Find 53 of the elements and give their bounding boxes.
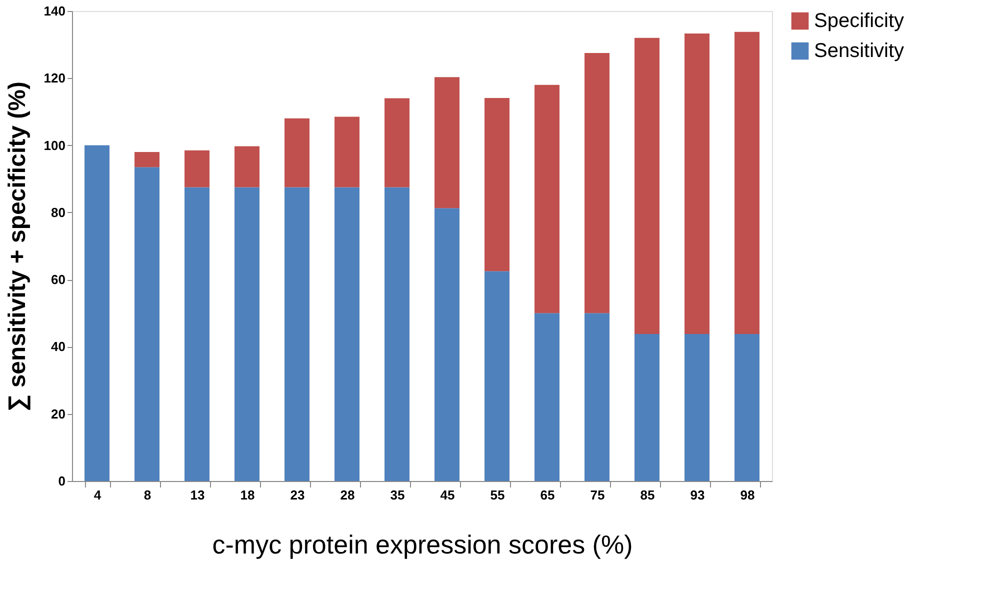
- y-tick-label: 120: [44, 70, 66, 86]
- x-tick-label: 45: [440, 488, 455, 502]
- x-tick-label: 85: [640, 488, 655, 502]
- bar: [334, 116, 360, 188]
- bar: [284, 187, 310, 481]
- y-tick-label: 20: [51, 406, 66, 422]
- x-tick-label: 98: [740, 488, 755, 502]
- bar: [534, 313, 560, 481]
- bar: [434, 208, 460, 481]
- y-tick-label: 0: [58, 474, 66, 488]
- x-tick-label: 13: [190, 488, 205, 502]
- y-tick-label: 40: [51, 339, 66, 354]
- bar: [684, 334, 710, 481]
- bar: [84, 145, 110, 481]
- x-tick-label: 55: [490, 488, 505, 502]
- bar: [584, 313, 610, 481]
- bar: [484, 98, 510, 272]
- bar: [384, 187, 410, 481]
- x-axis-title: c-myc protein expression scores (%): [212, 530, 633, 560]
- bar: [434, 77, 460, 208]
- bar: [184, 187, 210, 481]
- bar: [134, 167, 160, 481]
- legend-label: Sensitivity: [814, 40, 904, 62]
- bar: [734, 334, 760, 481]
- y-tick-label: 60: [51, 272, 66, 288]
- x-tick-label: 23: [290, 488, 305, 502]
- bar: [234, 146, 260, 188]
- x-tick-label: 65: [540, 488, 555, 502]
- y-tick-label: 140: [44, 4, 66, 18]
- x-tick-label: 28: [340, 488, 355, 502]
- bar: [184, 150, 210, 188]
- x-tick-label: 75: [590, 488, 605, 502]
- bar: [584, 52, 610, 314]
- bar: [284, 118, 310, 188]
- x-tick-label: 18: [240, 488, 255, 502]
- x-tick-label: 93: [690, 488, 705, 502]
- y-tick-label: 80: [51, 204, 66, 220]
- y-tick-label: 100: [44, 138, 66, 153]
- bar: [234, 187, 260, 481]
- x-tick-label: 35: [390, 488, 405, 502]
- bar: [384, 98, 410, 188]
- x-tick-label: 8: [144, 488, 152, 502]
- y-axis-title: ∑ sensitivity + specificity (%): [4, 82, 31, 412]
- bar: [484, 271, 510, 481]
- bar: [334, 187, 360, 481]
- bar: [634, 38, 660, 334]
- bar: [734, 32, 760, 334]
- x-tick-label: 4: [94, 488, 102, 502]
- legend-label: Specificity: [814, 10, 904, 32]
- bar: [634, 334, 660, 481]
- bar: [134, 152, 160, 168]
- bar: [684, 33, 710, 334]
- bar: [534, 84, 560, 314]
